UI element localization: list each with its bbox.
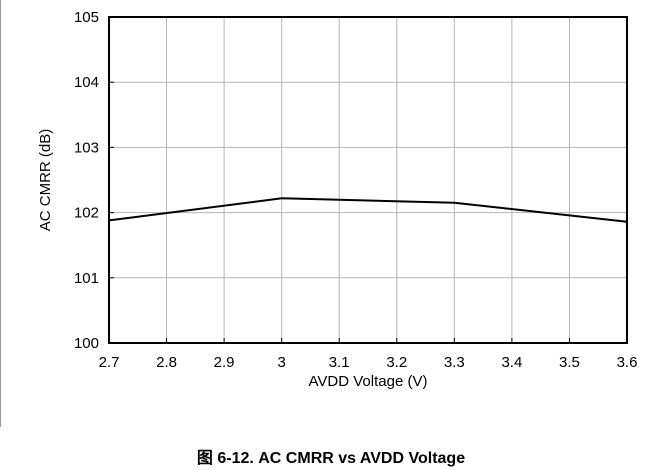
x-tick-label: 2.8: [156, 354, 177, 371]
x-tick-label: 3: [277, 354, 285, 371]
x-tick-label: 2.9: [214, 354, 235, 371]
y-tick-label: 104: [74, 74, 99, 91]
series-line: [108, 197, 628, 223]
series-layer: [108, 197, 628, 223]
x-tick-label: 3.6: [617, 354, 638, 371]
figure-caption: 图 6-12. AC CMRR vs AVDD Voltage: [196, 450, 466, 467]
y-axis-label: AC CMRR (dB): [37, 129, 54, 232]
x-tick-label: 3.1: [329, 354, 350, 371]
x-tick-labels: 2.7 2.8 2.9 3 3.1 3.2 3.3 3.4 3.5 3.6: [99, 354, 638, 371]
x-axis-label: AVDD Voltage (V): [309, 373, 428, 390]
plot-frame: [108, 16, 628, 344]
y-tick-labels: 100 101 102 103 104 105: [74, 9, 99, 352]
x-tick-label: 2.7: [99, 354, 120, 371]
y-tick-label: 101: [74, 270, 99, 287]
y-tick-label: 103: [74, 139, 99, 156]
tick-marks: [108, 16, 628, 344]
grid: [109, 17, 627, 343]
x-tick-label: 3.3: [444, 354, 465, 371]
y-tick-label: 100: [74, 335, 99, 352]
x-tick-label: 3.4: [501, 354, 522, 371]
y-tick-label: 105: [74, 9, 99, 26]
page-margin-rule: [0, 0, 1, 427]
x-tick-label: 3.5: [559, 354, 580, 371]
ac-cmrr-chart: 100 101 102 103 104 105 2.7 2.8 2.9 3 3.1 3.2 3.3 3.…: [37, 9, 638, 390]
y-tick-label: 102: [74, 205, 99, 222]
x-tick-label: 3.2: [386, 354, 407, 371]
